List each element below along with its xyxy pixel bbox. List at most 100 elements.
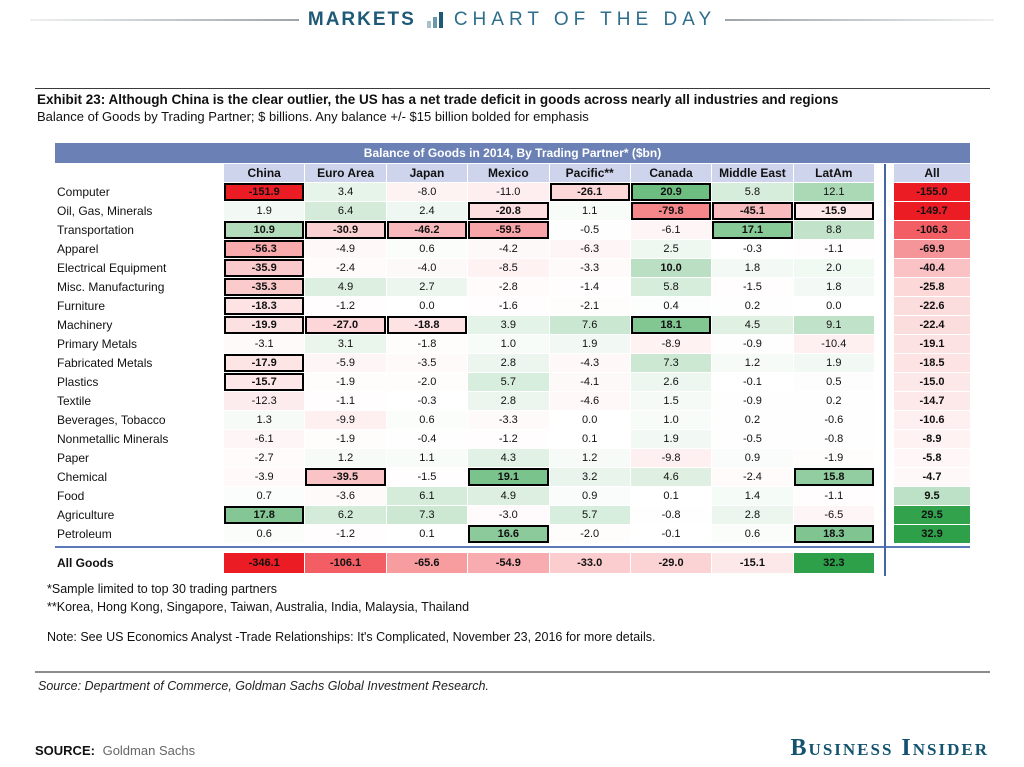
table-cell: -2.0	[386, 373, 468, 391]
table-cell: 5.8	[712, 183, 793, 201]
table-cell: -20.8	[468, 202, 549, 220]
table-cell: -9.9	[305, 411, 386, 429]
table-cell: 1.3	[224, 411, 305, 429]
table-cell: 2.8	[468, 354, 549, 372]
table-cell-all: -8.9	[894, 430, 970, 448]
table-cell: 5.7	[468, 373, 549, 391]
table-cell: 0.9	[549, 487, 630, 505]
table-cell: -46.2	[386, 221, 468, 239]
column-header: Euro Area	[305, 164, 386, 182]
table-cell-all: -5.8	[894, 449, 970, 467]
table-cell: 2.7	[386, 278, 468, 296]
table-cell: 3.2	[549, 468, 630, 486]
table-cell: 4.9	[468, 487, 549, 505]
table-cell: -10.4	[793, 335, 874, 353]
table-cell-all: -19.1	[894, 335, 970, 353]
table-cell: 1.2	[712, 354, 793, 372]
footnote-sample: *Sample limited to top 30 trading partne…	[47, 582, 277, 596]
table-cell: 4.5	[712, 316, 793, 334]
table-cell: -0.9	[712, 392, 793, 410]
table-cell: -1.8	[386, 335, 468, 353]
table-cell: -15.9	[793, 202, 874, 220]
table-cell: 1.9	[224, 202, 305, 220]
table-cell: -8.9	[630, 335, 712, 353]
table-cell: -1.5	[386, 468, 468, 486]
row-label: Transportation	[55, 221, 223, 239]
table-cell: -3.3	[468, 411, 549, 429]
table-cell-all: -15.0	[894, 373, 970, 391]
table-cell: 3.4	[305, 183, 386, 201]
table-cell: 6.2	[305, 506, 386, 524]
table-cell: 1.0	[630, 411, 712, 429]
masthead-title: CHART OF THE DAY	[453, 9, 717, 30]
table-cell: 4.3	[468, 449, 549, 467]
row-label: Primary Metals	[55, 335, 223, 353]
table-cell: 1.9	[549, 335, 630, 353]
table-cell: -4.2	[468, 240, 549, 258]
row-label: Paper	[55, 449, 223, 467]
table-cell: 0.7	[224, 487, 305, 505]
table-cell: 2.8	[468, 392, 549, 410]
table-cell: 1.8	[793, 278, 874, 296]
table-cell: -2.4	[712, 468, 793, 486]
balance-of-goods-table: Balance of Goods in 2014, By Trading Par…	[55, 143, 970, 576]
table-cell: -1.2	[305, 525, 386, 543]
table-cell: 18.3	[793, 525, 874, 543]
table-cell: 1.4	[712, 487, 793, 505]
table-cell: -12.3	[224, 392, 305, 410]
table-cell: 2.0	[793, 259, 874, 277]
table-cell: 0.6	[386, 240, 468, 258]
table-cell: 1.9	[630, 430, 712, 448]
table-cell: -15.7	[224, 373, 305, 391]
table-cell: 0.6	[386, 411, 468, 429]
total-cell: -65.6	[386, 553, 468, 573]
row-label: Textile	[55, 392, 223, 410]
table-cell-all: -149.7	[894, 202, 970, 220]
footer-source: SOURCE: Goldman Sachs	[35, 743, 195, 758]
table-cell: -4.9	[305, 240, 386, 258]
total-cell: -54.9	[468, 553, 549, 573]
table-cell: -11.0	[468, 183, 549, 201]
table-cell: -0.4	[386, 430, 468, 448]
table-cell: -4.0	[386, 259, 468, 277]
row-label: Beverages, Tobacco	[55, 411, 223, 429]
table-cell: -2.4	[305, 259, 386, 277]
table-cell: -1.1	[305, 392, 386, 410]
table-cell: 0.5	[793, 373, 874, 391]
table-cell: -3.0	[468, 506, 549, 524]
masthead-section-label: MARKETS	[307, 9, 416, 30]
table-cell: 0.0	[549, 411, 630, 429]
total-cell: -29.0	[630, 553, 712, 573]
all-goods-total-row: All Goods -346.1 -106.1 -65.6 -54.9 -33.0 -29.…	[55, 553, 970, 573]
masthead-rule-left	[30, 19, 299, 21]
table-cell: 0.2	[712, 297, 793, 315]
table-cell-all: -18.5	[894, 354, 970, 372]
column-header: China	[224, 164, 305, 182]
table-cell: -3.5	[386, 354, 468, 372]
row-label: Agriculture	[55, 506, 223, 524]
column-header: Mexico	[468, 164, 549, 182]
footer-source-value: Goldman Sachs	[102, 743, 196, 758]
table-cell: 7.6	[549, 316, 630, 334]
table-cell: -56.3	[224, 240, 305, 258]
table-cell: -30.9	[305, 221, 386, 239]
table-cell: -1.9	[305, 430, 386, 448]
row-label: Electrical Equipment	[55, 259, 223, 277]
table-cell: 1.1	[386, 449, 468, 467]
table-cell: 2.5	[630, 240, 712, 258]
row-label: Computer	[55, 183, 223, 201]
table-cell: -19.9	[224, 316, 305, 334]
table-cell: -2.7	[224, 449, 305, 467]
row-label: Food	[55, 487, 223, 505]
table-cell: 4.9	[305, 278, 386, 296]
table-cell-all: -4.7	[894, 468, 970, 486]
business-insider-logo: Business Insider	[790, 735, 989, 761]
table-cell: -4.3	[549, 354, 630, 372]
row-label: Nonmetallic Minerals	[55, 430, 223, 448]
table-cell: 1.2	[549, 449, 630, 467]
gs-source-line: Source: Department of Commerce, Goldman …	[38, 679, 489, 693]
table-cell: -0.8	[630, 506, 712, 524]
column-header: Japan	[386, 164, 468, 182]
table-cell: 9.1	[793, 316, 874, 334]
column-header: Middle East	[712, 164, 793, 182]
